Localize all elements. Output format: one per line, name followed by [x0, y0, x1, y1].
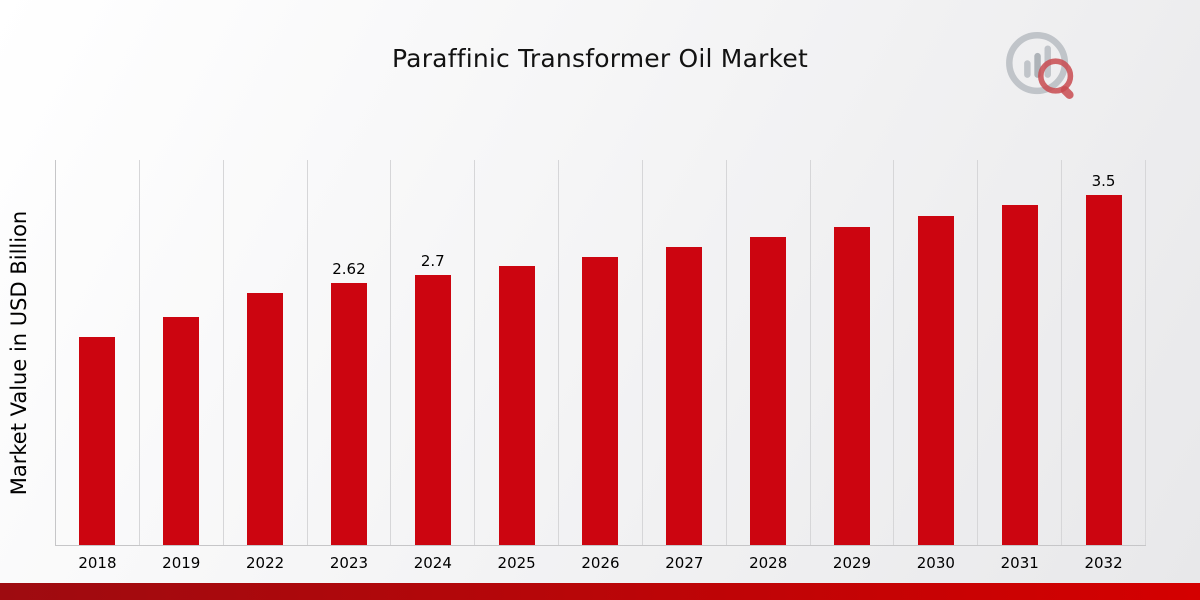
bar	[582, 257, 619, 545]
x-tick-label: 2022	[246, 554, 285, 572]
bar	[498, 266, 535, 545]
plot-area: 2018 2019 2022 2.62 2023 2.7 2024 2025 2026 2027 2…	[55, 160, 1146, 572]
category-cell: 2027	[643, 160, 727, 572]
bar	[1085, 195, 1122, 545]
x-tick-label: 2029	[832, 554, 872, 572]
bar	[834, 227, 871, 545]
brand-logo-icon	[1006, 32, 1074, 100]
bar	[750, 237, 787, 545]
bar	[79, 337, 116, 545]
y-axis-label: Market Value in USD Billion	[7, 210, 32, 495]
x-tick-label: 2027	[665, 554, 704, 572]
category-cell: 2026	[559, 160, 643, 572]
bar	[414, 275, 451, 545]
bar-value-label: 2.62	[332, 260, 366, 278]
category-cell: 2031	[978, 160, 1063, 572]
x-tick-label: 2019	[162, 554, 201, 572]
footer-accent-bar	[0, 583, 1200, 600]
category-cell: 3.5 2032	[1062, 160, 1146, 572]
y-axis-label-container: Market Value in USD Billion	[2, 160, 36, 545]
category-cell: 2.7 2024	[391, 160, 476, 572]
category-cell: 2030	[894, 160, 979, 572]
x-tick-label: 2031	[1000, 554, 1039, 572]
bar	[666, 247, 703, 545]
category-cell: 2028	[727, 160, 811, 572]
bar	[247, 293, 284, 545]
category-cell: 2025	[475, 160, 560, 572]
bar-value-label: 3.5	[1091, 172, 1116, 190]
chart-title: Paraffinic Transformer Oil Market	[392, 44, 808, 73]
bar-value-label: 2.7	[420, 252, 445, 271]
x-tick-label: 2032	[1084, 554, 1123, 572]
x-tick-label: 2028	[749, 554, 788, 572]
x-tick-label: 2023	[329, 554, 369, 572]
x-tick-label: 2026	[581, 554, 620, 572]
x-tick-label: 2024	[413, 554, 452, 572]
category-cell: 2022	[224, 160, 308, 572]
x-tick-label: 2018	[78, 554, 117, 572]
bar	[330, 283, 367, 545]
bar	[917, 216, 954, 545]
x-tick-label: 2030	[916, 554, 955, 572]
bar	[1001, 205, 1038, 545]
bar	[163, 317, 200, 545]
category-cell: 2019	[140, 160, 224, 572]
category-cell: 2029	[811, 160, 895, 572]
category-cell: 2.62 2023	[308, 160, 392, 572]
x-tick-label: 2025	[497, 554, 536, 572]
category-cell: 2018	[56, 160, 140, 572]
